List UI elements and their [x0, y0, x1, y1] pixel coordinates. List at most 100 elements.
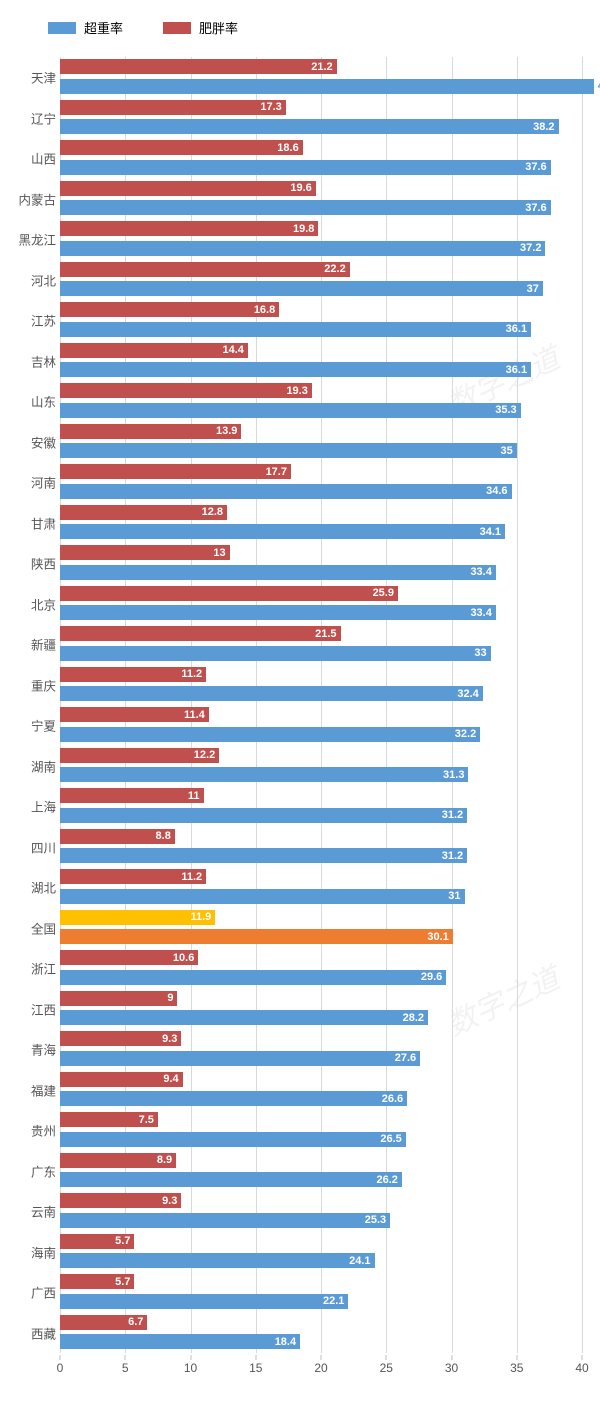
x-axis: 0510152025303540 — [60, 1355, 582, 1379]
bar-value-obesity: 19.6 — [290, 182, 315, 194]
row-label: 辽宁 — [8, 108, 56, 127]
row-label: 山东 — [8, 392, 56, 411]
bar-value-obesity: 11.2 — [181, 668, 206, 680]
bar-value-overweight: 25.3 — [365, 1214, 390, 1226]
bar-value-overweight: 30.1 — [427, 931, 452, 943]
bar-value-overweight: 31.3 — [443, 769, 468, 781]
bar-obesity: 13.9 — [60, 424, 241, 439]
bar-overweight: 29.6 — [60, 970, 446, 985]
xtick-label: 35 — [510, 1361, 523, 1375]
bar-obesity: 6.7 — [60, 1315, 147, 1330]
row-label: 重庆 — [8, 675, 56, 694]
row-label: 山西 — [8, 149, 56, 168]
bar-obesity: 7.5 — [60, 1112, 158, 1127]
bar-overweight: 32.4 — [60, 686, 483, 701]
row-label: 四川 — [8, 837, 56, 856]
bar-overweight: 26.2 — [60, 1172, 402, 1187]
bar-value-obesity: 5.7 — [115, 1235, 134, 1247]
table-row: 新疆21.533 — [60, 624, 582, 665]
bar-overweight: 40.9 — [60, 79, 594, 94]
table-row: 浙江10.629.6 — [60, 948, 582, 989]
bar-overweight: 27.6 — [60, 1051, 420, 1066]
bar-value-overweight: 28.2 — [403, 1012, 428, 1024]
bar-overweight: 34.1 — [60, 524, 505, 539]
xtick-mark — [451, 1355, 452, 1360]
row-label: 安徽 — [8, 432, 56, 451]
xtick-label: 0 — [57, 1361, 64, 1375]
bar-value-obesity: 9.3 — [162, 1033, 181, 1045]
row-label: 上海 — [8, 797, 56, 816]
bar-obesity: 8.9 — [60, 1153, 176, 1168]
bar-overweight: 33.4 — [60, 605, 496, 620]
bar-value-overweight: 33.4 — [470, 566, 495, 578]
bar-obesity: 11.2 — [60, 869, 206, 884]
bar-obesity: 11 — [60, 788, 204, 803]
bar-value-overweight: 31.2 — [442, 809, 467, 821]
bar-obesity: 13 — [60, 545, 230, 560]
xtick-mark — [516, 1355, 517, 1360]
bar-overweight: 37.2 — [60, 241, 545, 256]
bar-obesity: 11.9 — [60, 910, 215, 925]
bar-value-overweight: 35.3 — [495, 404, 520, 416]
table-row: 青海9.327.6 — [60, 1029, 582, 1070]
bar-value-obesity: 17.7 — [266, 466, 291, 478]
bar-value-obesity: 11.2 — [181, 871, 206, 883]
bar-overweight: 31 — [60, 889, 465, 904]
xtick-mark — [190, 1355, 191, 1360]
bar-value-obesity: 9 — [167, 992, 177, 1004]
bar-obesity: 12.8 — [60, 505, 227, 520]
row-label: 天津 — [8, 68, 56, 87]
bar-value-overweight: 31 — [448, 890, 464, 902]
table-row: 内蒙古19.637.6 — [60, 179, 582, 220]
table-row: 宁夏11.432.2 — [60, 705, 582, 746]
row-label: 江苏 — [8, 311, 56, 330]
row-label: 福建 — [8, 1080, 56, 1099]
xtick-label: 40 — [575, 1361, 588, 1375]
table-row: 辽宁17.338.2 — [60, 98, 582, 139]
bar-value-obesity: 13.9 — [216, 425, 241, 437]
bar-overweight: 38.2 — [60, 119, 559, 134]
bar-value-obesity: 9.4 — [163, 1073, 182, 1085]
bar-value-overweight: 29.6 — [421, 971, 446, 983]
bar-obesity: 16.8 — [60, 302, 279, 317]
legend-label-obesity: 肥胖率 — [199, 18, 238, 37]
bar-overweight: 35 — [60, 443, 517, 458]
bar-value-obesity: 10.6 — [173, 952, 198, 964]
bar-value-obesity: 21.2 — [311, 61, 336, 73]
table-row: 湖南12.231.3 — [60, 746, 582, 787]
bar-value-overweight: 32.2 — [455, 728, 480, 740]
row-label: 贵州 — [8, 1121, 56, 1140]
bar-overweight: 34.6 — [60, 484, 512, 499]
table-row: 甘肃12.834.1 — [60, 503, 582, 544]
bar-value-overweight: 40.9 — [594, 80, 600, 92]
bar-value-obesity: 21.5 — [315, 628, 340, 640]
table-row: 广西5.722.1 — [60, 1272, 582, 1313]
bar-overweight: 33.4 — [60, 565, 496, 580]
row-label: 河北 — [8, 270, 56, 289]
xtick-mark — [255, 1355, 256, 1360]
row-label: 吉林 — [8, 351, 56, 370]
table-row: 上海1131.2 — [60, 786, 582, 827]
bar-obesity: 8.8 — [60, 829, 175, 844]
row-label: 甘肃 — [8, 513, 56, 532]
row-label: 内蒙古 — [8, 189, 56, 208]
bar-value-obesity: 7.5 — [139, 1114, 158, 1126]
row-label: 黑龙江 — [8, 230, 56, 249]
xtick-label: 20 — [314, 1361, 327, 1375]
bar-overweight: 24.1 — [60, 1253, 375, 1268]
bar-overweight: 28.2 — [60, 1010, 428, 1025]
bar-obesity: 19.6 — [60, 181, 316, 196]
row-label: 陕西 — [8, 554, 56, 573]
xtick-label: 5 — [122, 1361, 129, 1375]
bar-value-obesity: 13 — [213, 547, 229, 559]
bar-overweight: 31.3 — [60, 767, 468, 782]
bar-value-obesity: 11.4 — [184, 709, 209, 721]
bar-overweight: 31.2 — [60, 848, 467, 863]
bar-value-overweight: 31.2 — [442, 850, 467, 862]
bar-value-obesity: 6.7 — [128, 1316, 147, 1328]
bar-overweight: 36.1 — [60, 322, 531, 337]
xtick-mark — [386, 1355, 387, 1360]
legend-item-overweight: 超重率 — [48, 18, 123, 37]
bar-obesity: 12.2 — [60, 748, 219, 763]
table-row: 山东19.335.3 — [60, 381, 582, 422]
